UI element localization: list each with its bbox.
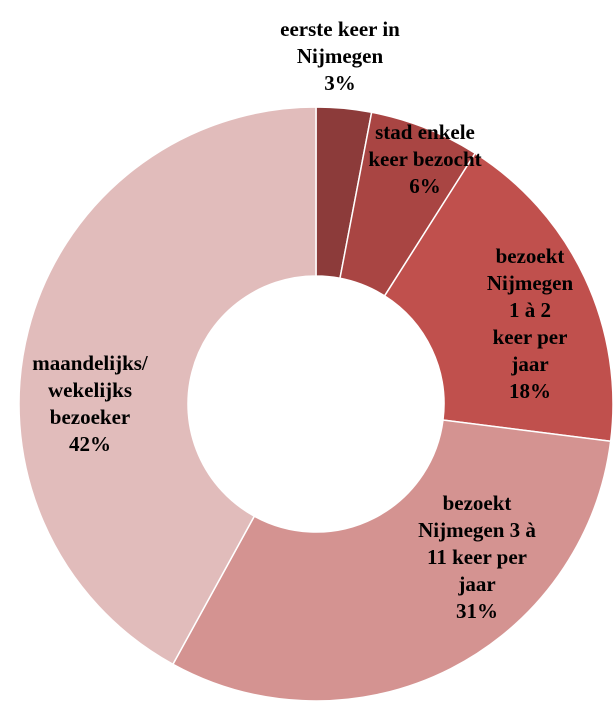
slice-label: stad enkele keer bezocht 6%: [368, 119, 481, 200]
slice-label: bezoekt Nijmegen 1 à 2 keer per jaar 18%: [487, 243, 573, 405]
donut-slice: [171, 419, 612, 702]
slice-label: maandelijks/ wekelijks bezoeker 42%: [32, 350, 148, 458]
category-label: bezoekt Nijmegen 3 à 11 keer per jaar: [418, 491, 536, 596]
category-label: bezoekt Nijmegen 1 à 2 keer per jaar: [486, 244, 574, 376]
category-label: eerste keer in Nijmegen: [280, 17, 400, 68]
slice-label: bezoekt Nijmegen 3 à 11 keer per jaar 31%: [418, 490, 536, 625]
value-label: 18%: [509, 379, 551, 403]
value-label: 3%: [324, 71, 356, 95]
category-label: stad enkele keer bezocht: [368, 120, 482, 171]
value-label: 6%: [409, 174, 441, 198]
value-label: 31%: [456, 599, 498, 623]
donut-slice: [18, 106, 317, 666]
value-label: 42%: [69, 432, 111, 456]
slice-label: eerste keer in Nijmegen 3%: [280, 16, 400, 97]
category-label: maandelijks/ wekelijks bezoeker: [32, 351, 148, 429]
